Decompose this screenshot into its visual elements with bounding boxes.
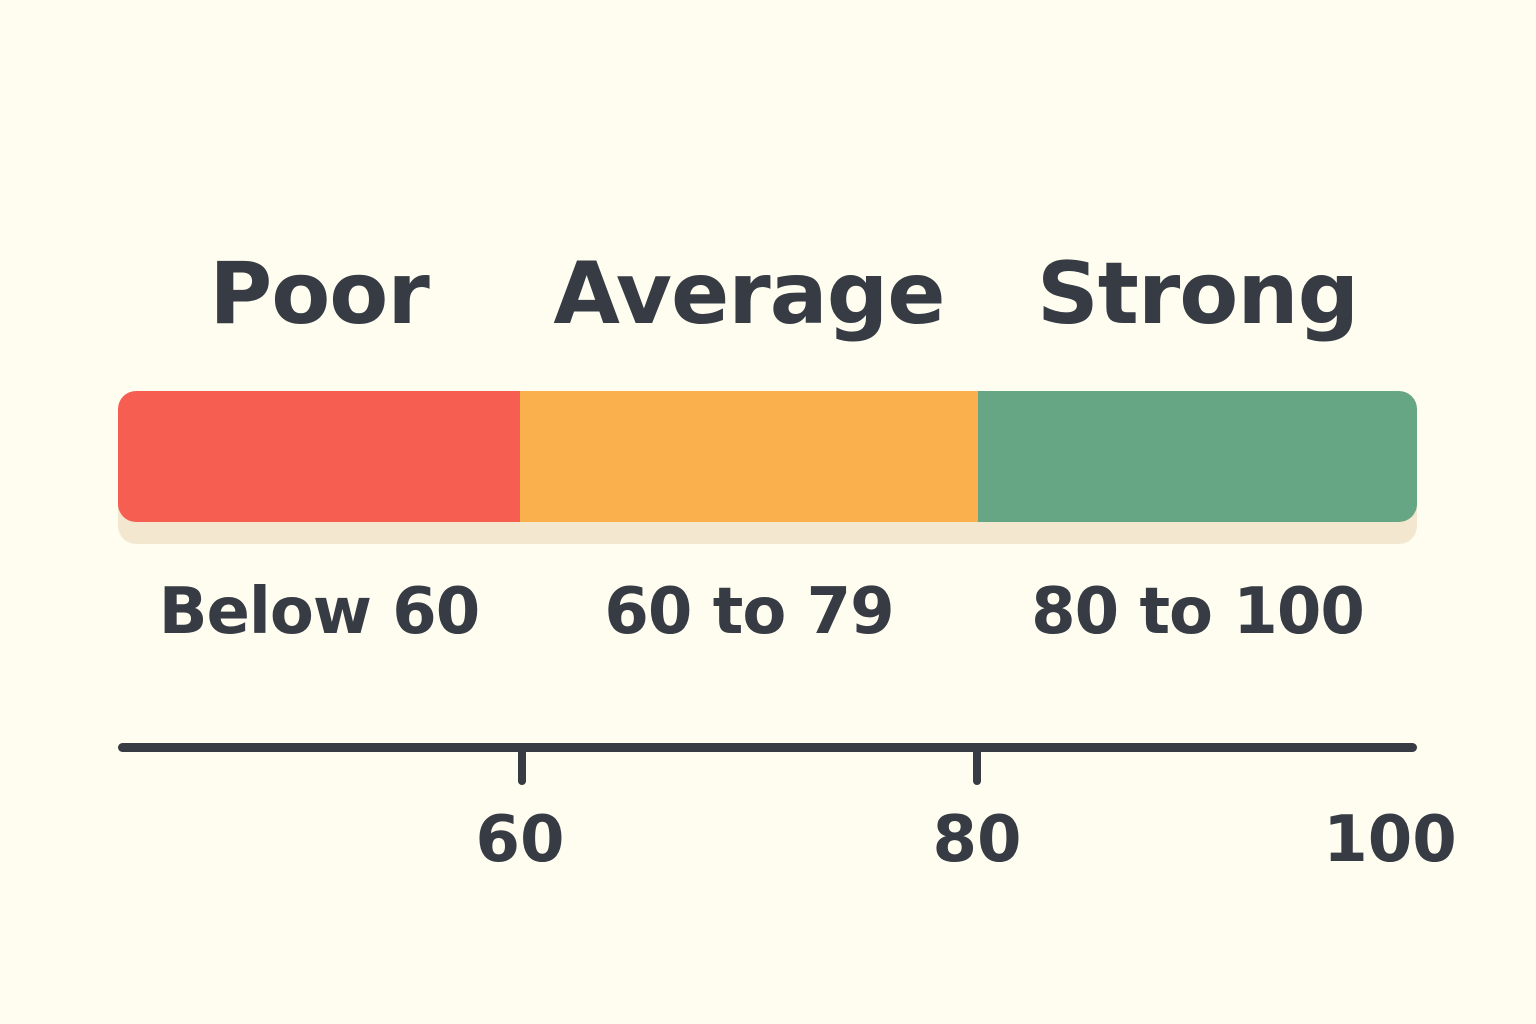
segment-strong bbox=[978, 391, 1417, 522]
range-label-strong: 80 to 100 bbox=[1031, 575, 1365, 649]
category-label-poor: Poor bbox=[209, 244, 430, 344]
tick-label-100: 100 bbox=[1323, 803, 1457, 877]
category-label-strong: Strong bbox=[1036, 244, 1359, 344]
rating-bar bbox=[118, 391, 1417, 522]
tick-60 bbox=[518, 747, 526, 785]
category-label-average: Average bbox=[553, 244, 945, 344]
segment-poor bbox=[118, 391, 520, 522]
tick-80 bbox=[973, 747, 981, 785]
segment-average bbox=[520, 391, 978, 522]
range-label-average: 60 to 79 bbox=[604, 575, 894, 649]
tick-label-60: 60 bbox=[475, 803, 565, 877]
axis-line bbox=[118, 743, 1417, 752]
tick-label-80: 80 bbox=[932, 803, 1022, 877]
range-label-poor: Below 60 bbox=[158, 575, 481, 649]
